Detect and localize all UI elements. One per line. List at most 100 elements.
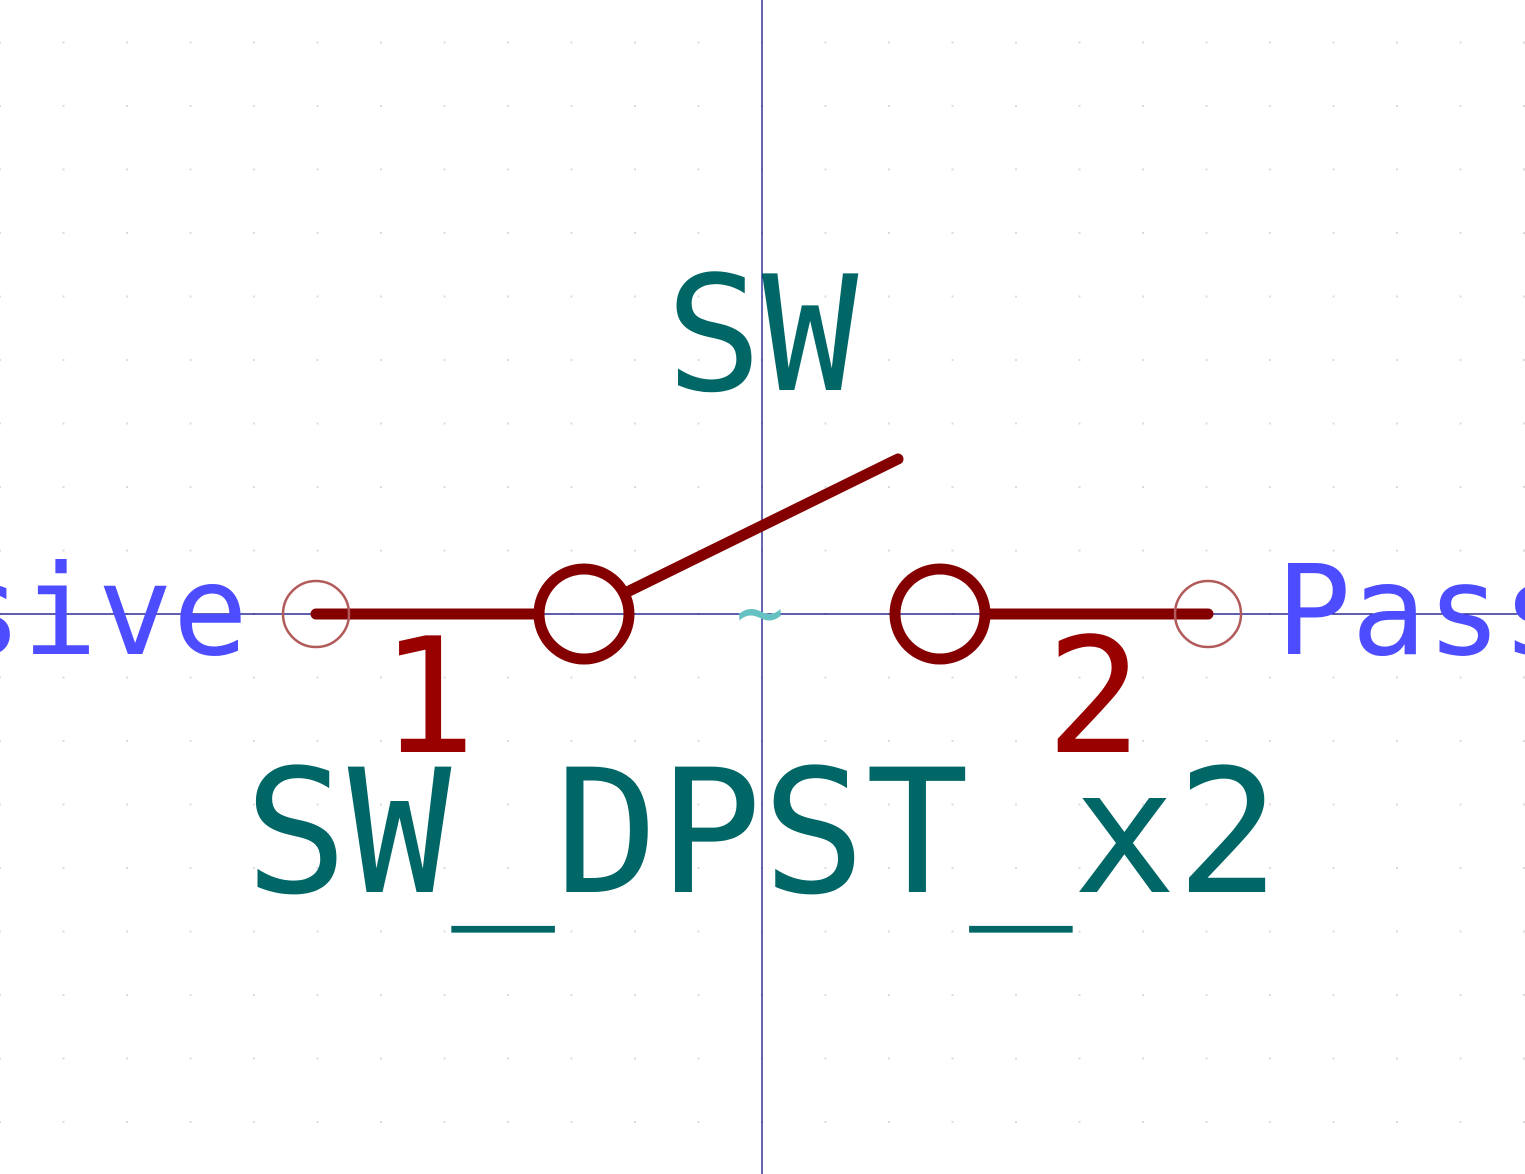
grid-dot bbox=[1523, 41, 1525, 44]
grid-dot bbox=[0, 867, 1, 869]
grid-dot bbox=[1269, 422, 1271, 425]
switch-lever[interactable] bbox=[621, 453, 904, 598]
grid-dot bbox=[316, 232, 319, 234]
grid-dot bbox=[1015, 295, 1017, 298]
grid-dot bbox=[1142, 676, 1144, 679]
grid-dot bbox=[697, 803, 700, 806]
grid-dot bbox=[1142, 867, 1144, 869]
grid-dot bbox=[570, 41, 573, 44]
grid-dot bbox=[253, 803, 255, 806]
grid-dot bbox=[888, 549, 890, 552]
grid-dot bbox=[253, 105, 255, 107]
pin-1-endpoint-marker[interactable] bbox=[281, 579, 351, 649]
grid-dot bbox=[1269, 930, 1271, 933]
grid-dot bbox=[316, 295, 319, 298]
grid-dot bbox=[1015, 676, 1017, 679]
pin-1-type-label: Passive bbox=[0, 539, 248, 684]
switch-contact-left[interactable] bbox=[533, 563, 635, 665]
grid-dot bbox=[888, 994, 890, 996]
grid-dot bbox=[316, 740, 319, 742]
grid-dot bbox=[697, 105, 700, 107]
grid-dot bbox=[507, 422, 509, 425]
grid-dot bbox=[570, 359, 573, 361]
grid-dot bbox=[316, 359, 319, 361]
grid-dot bbox=[1078, 295, 1081, 298]
grid-dot bbox=[1332, 232, 1335, 234]
grid-dot bbox=[1396, 232, 1398, 234]
grid-dot bbox=[1015, 1121, 1017, 1123]
grid-dot bbox=[697, 994, 700, 996]
grid-dot bbox=[1015, 867, 1017, 869]
pin-1-number: 1 bbox=[380, 603, 476, 790]
grid-dot bbox=[1269, 41, 1271, 44]
grid-dot bbox=[62, 803, 65, 806]
grid-dot bbox=[507, 676, 509, 679]
grid-dot bbox=[316, 867, 319, 869]
grid-dot bbox=[443, 359, 446, 361]
grid-dot bbox=[380, 359, 382, 361]
grid-dot bbox=[824, 1121, 827, 1123]
grid-dot bbox=[1015, 168, 1017, 171]
grid-dot bbox=[126, 867, 128, 869]
grid-dot bbox=[1523, 232, 1525, 234]
grid-dot bbox=[1459, 168, 1462, 171]
grid-dot bbox=[951, 359, 954, 361]
grid-dot bbox=[697, 422, 700, 425]
grid-dot bbox=[189, 295, 192, 298]
grid-dot bbox=[1078, 1121, 1081, 1123]
grid-dot bbox=[1396, 295, 1398, 298]
grid-dot bbox=[1332, 1057, 1335, 1060]
grid-dot bbox=[634, 232, 636, 234]
grid-dot bbox=[1269, 105, 1271, 107]
grid-dot bbox=[1332, 803, 1335, 806]
grid-dot bbox=[634, 740, 636, 742]
grid-dot bbox=[443, 168, 446, 171]
grid-dot bbox=[1142, 486, 1144, 488]
grid-dot bbox=[443, 41, 446, 44]
grid-dot bbox=[697, 676, 700, 679]
grid-dot bbox=[443, 105, 446, 107]
grid-dot bbox=[697, 930, 700, 933]
switch-body[interactable] bbox=[310, 453, 1214, 665]
grid-dot bbox=[253, 486, 255, 488]
pin-2-endpoint-marker[interactable] bbox=[1173, 579, 1243, 649]
grid-dot bbox=[1523, 295, 1525, 298]
grid-dot bbox=[443, 930, 446, 933]
grid-dot bbox=[126, 486, 128, 488]
grid-dot bbox=[0, 105, 1, 107]
grid-dot bbox=[634, 486, 636, 488]
grid-dot bbox=[1078, 41, 1081, 44]
grid-dot bbox=[507, 1057, 509, 1060]
grid-dot bbox=[888, 105, 890, 107]
hidden-field-marker[interactable]: ~ bbox=[736, 566, 784, 659]
grid-dot bbox=[1459, 803, 1462, 806]
grid-dot bbox=[126, 1057, 128, 1060]
grid-dot bbox=[253, 549, 255, 552]
grid-dot bbox=[1205, 105, 1208, 107]
grid-dot bbox=[253, 295, 255, 298]
grid-dot bbox=[62, 168, 65, 171]
grid-dot bbox=[443, 867, 446, 869]
value-field[interactable]: SW_DPST_x2 bbox=[244, 732, 1280, 933]
grid-dot bbox=[824, 994, 827, 996]
switch-contact-right[interactable] bbox=[889, 563, 991, 665]
grid-dot bbox=[316, 41, 319, 44]
grid-dot bbox=[697, 295, 700, 298]
grid-dot bbox=[443, 549, 446, 552]
grid-dot bbox=[888, 676, 890, 679]
grid-dot bbox=[0, 676, 1, 679]
grid-dot bbox=[0, 486, 1, 488]
reference-field[interactable]: SW bbox=[666, 241, 859, 428]
grid-dot bbox=[1396, 41, 1398, 44]
grid-dot bbox=[1523, 867, 1525, 869]
grid-dot bbox=[1142, 549, 1144, 552]
grid-dot bbox=[1269, 168, 1271, 171]
grid-dot bbox=[1015, 930, 1017, 933]
grid-dot bbox=[443, 994, 446, 996]
grid-dot bbox=[189, 232, 192, 234]
grid-dot bbox=[1142, 994, 1144, 996]
grid-dot bbox=[507, 168, 509, 171]
grid-dot bbox=[507, 359, 509, 361]
grid-dot bbox=[1269, 359, 1271, 361]
